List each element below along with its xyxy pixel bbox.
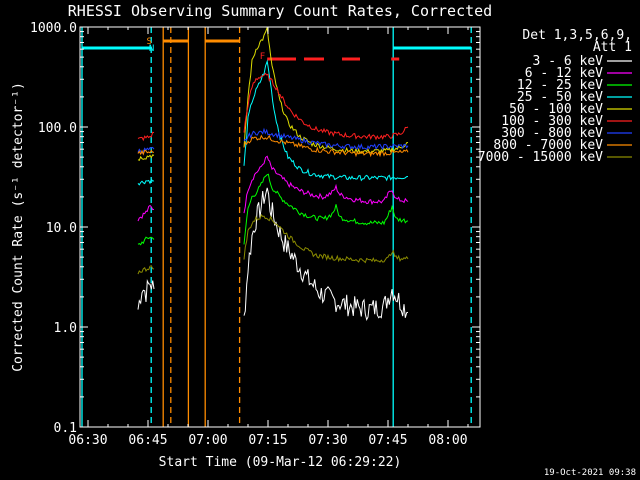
y-axis-label: Corrected Count Rate (s⁻¹ detector⁻¹)	[11, 82, 26, 372]
x-tick-label-2: 07:00	[188, 433, 227, 448]
bar-label-s: S	[146, 37, 151, 47]
y-tick-label-3: 100.0	[38, 121, 77, 136]
legend-label-3: 25 - 50 keV	[517, 90, 603, 105]
series-line-7-0	[137, 149, 154, 156]
legend-header-line2: Att 1	[593, 40, 632, 55]
chart-title: RHESSI Observing Summary Count Rates, Co…	[68, 2, 492, 20]
y-tick-label-1: 1.0	[54, 321, 77, 336]
series-line-2-0	[137, 236, 155, 246]
series-line-2-1	[243, 173, 409, 245]
legend-label-7: 800 - 7000 keV	[493, 138, 603, 153]
series-line-3-0	[137, 178, 155, 186]
x-tick-label-0: 06:30	[68, 433, 107, 448]
legend-label-8: 7000 - 15000 keV	[478, 150, 603, 165]
legend-label-4: 50 - 100 keV	[509, 102, 603, 117]
legend-label-6: 300 - 800 keV	[501, 126, 603, 141]
x-tick-label-1: 06:45	[128, 433, 167, 448]
x-axis-label: Start Time (09-Mar-12 06:29:22)	[159, 455, 402, 470]
bar-label-f: F	[260, 52, 265, 62]
y-tick-label-0: 0.1	[54, 421, 77, 436]
series-line-3-1	[243, 59, 409, 182]
series-line-8-1	[243, 213, 409, 264]
series-line-0-0	[137, 278, 155, 310]
legend-label-1: 6 - 12 keV	[525, 66, 603, 81]
y-tick-label-2: 10.0	[46, 221, 77, 236]
series-line-1-0	[137, 204, 155, 222]
series-line-6-1	[243, 127, 409, 151]
legend-label-0: 3 - 6 keV	[533, 54, 604, 69]
series-line-8-0	[137, 265, 155, 275]
x-tick-label-3: 07:15	[248, 433, 287, 448]
series-line-4-1	[243, 27, 409, 155]
x-tick-label-4: 07:30	[308, 433, 347, 448]
legend-label-2: 12 - 25 keV	[517, 78, 603, 93]
series-line-1-1	[243, 155, 409, 214]
series-line-5-0	[137, 131, 155, 142]
y-tick-label-4: 1000.0	[30, 21, 77, 36]
legend-label-5: 100 - 300 keV	[501, 114, 603, 129]
legend-header-line1: Det 1,3,5,6,9,	[522, 28, 632, 43]
x-tick-label-6: 08:00	[428, 433, 467, 448]
plot-area: SN F	[81, 27, 472, 427]
series-line-4-0	[137, 154, 155, 161]
bar-label-n: N	[149, 44, 154, 54]
series-line-7-1	[243, 134, 409, 158]
series-line-6-0	[137, 146, 155, 154]
footer-date: 19-Oct-2021 09:38	[544, 468, 636, 478]
x-tick-label-5: 07:45	[368, 433, 407, 448]
series-line-0-1	[243, 187, 409, 322]
series-line-5-1	[243, 72, 409, 141]
